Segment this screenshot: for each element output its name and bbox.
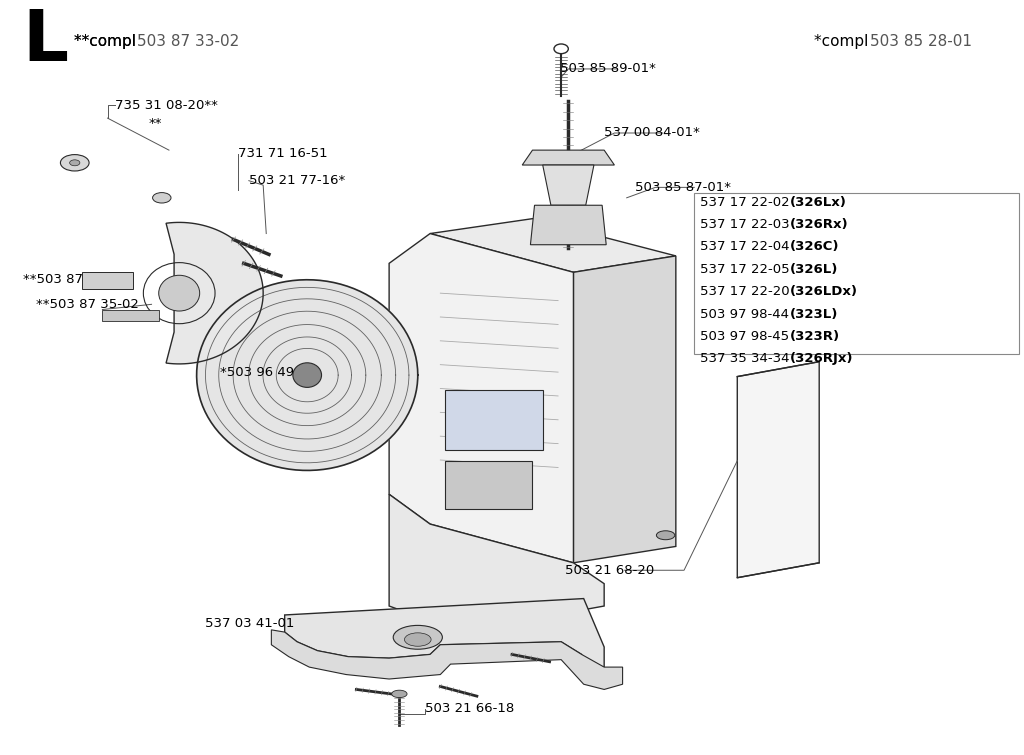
Polygon shape [82, 273, 133, 289]
Text: (326L): (326L) [790, 263, 838, 276]
Text: 503 85 89-01*: 503 85 89-01* [560, 63, 656, 76]
Text: 503 85 28-01: 503 85 28-01 [869, 34, 972, 49]
Polygon shape [271, 630, 623, 689]
Text: 503 97 98-44: 503 97 98-44 [700, 307, 794, 321]
Text: (326Lx): (326Lx) [790, 196, 847, 209]
Polygon shape [522, 150, 614, 165]
Text: 503 87 33-02: 503 87 33-02 [137, 34, 240, 49]
Ellipse shape [70, 160, 80, 166]
Text: 731 71 16-51: 731 71 16-51 [238, 147, 328, 160]
Polygon shape [197, 280, 418, 470]
Ellipse shape [404, 633, 431, 646]
Text: 537 35 34-34: 537 35 34-34 [700, 352, 795, 365]
Text: 537 00 84-01*: 537 00 84-01* [604, 127, 700, 140]
Text: 503 97 98-45: 503 97 98-45 [700, 330, 794, 343]
Text: (326RJx): (326RJx) [790, 352, 853, 365]
Text: 537 17 22-03: 537 17 22-03 [700, 218, 795, 231]
Text: L: L [23, 7, 69, 76]
Polygon shape [737, 362, 819, 578]
Text: 503 21 77-16*: 503 21 77-16* [249, 174, 345, 187]
Text: *503 96 49-01: *503 96 49-01 [220, 366, 316, 379]
Text: 503 21 68-20: 503 21 68-20 [565, 564, 654, 577]
Polygon shape [166, 223, 263, 364]
Polygon shape [285, 599, 604, 667]
Text: **compl 503 87 33-02: **compl 503 87 33-02 [74, 34, 243, 49]
Polygon shape [389, 233, 573, 562]
Text: 503 85 87-01*: 503 85 87-01* [635, 181, 731, 194]
Polygon shape [430, 219, 676, 273]
Bar [445, 461, 532, 509]
Ellipse shape [391, 690, 408, 698]
Text: 537 17 22-05: 537 17 22-05 [700, 263, 795, 276]
Text: **503 87 35-02: **503 87 35-02 [36, 297, 138, 311]
Polygon shape [102, 310, 159, 322]
Text: (326C): (326C) [790, 240, 839, 254]
Text: (326Rx): (326Rx) [790, 218, 848, 231]
Ellipse shape [153, 193, 171, 203]
Text: 537 17 22-20: 537 17 22-20 [700, 285, 795, 298]
Text: 503 21 66-18: 503 21 66-18 [425, 702, 514, 715]
Polygon shape [573, 256, 676, 562]
Bar [694, 193, 1019, 354]
Bar [445, 390, 543, 449]
Text: *compl: *compl [814, 34, 873, 49]
Text: **503 87 36-01: **503 87 36-01 [23, 273, 125, 286]
Polygon shape [543, 165, 594, 205]
Text: 537 03 41-01: 537 03 41-01 [205, 618, 294, 630]
Polygon shape [389, 495, 604, 632]
Text: (323L): (323L) [790, 307, 838, 321]
Text: 537 17 22-02: 537 17 22-02 [700, 196, 795, 209]
Text: **compl: **compl [74, 34, 140, 49]
Ellipse shape [656, 531, 675, 540]
Text: 537 17 22-04: 537 17 22-04 [700, 240, 795, 254]
Text: (326LDx): (326LDx) [790, 285, 858, 298]
Ellipse shape [60, 155, 89, 171]
Text: 735 31 08-20**: 735 31 08-20** [115, 99, 217, 112]
Polygon shape [530, 205, 606, 245]
Text: **compl: **compl [74, 34, 140, 49]
Text: **: ** [148, 117, 162, 130]
Ellipse shape [293, 363, 322, 387]
Ellipse shape [159, 276, 200, 311]
Ellipse shape [393, 625, 442, 649]
Text: (323R): (323R) [790, 330, 840, 343]
